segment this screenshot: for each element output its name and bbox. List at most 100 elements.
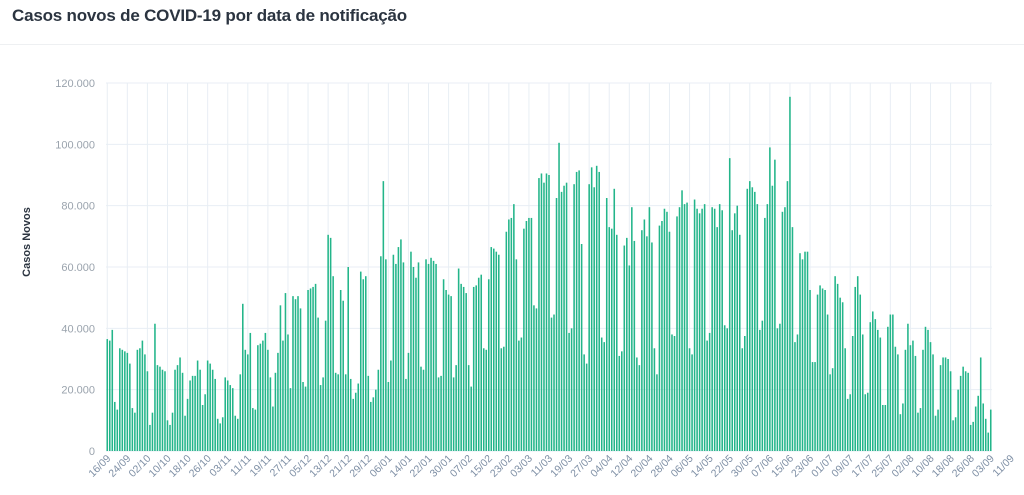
bar[interactable]: [339, 290, 342, 451]
bar[interactable]: [430, 257, 432, 451]
bar[interactable]: [277, 352, 279, 451]
bar[interactable]: [292, 296, 294, 451]
bar[interactable]: [161, 369, 164, 451]
bar[interactable]: [979, 357, 982, 451]
bar[interactable]: [688, 348, 691, 451]
bar[interactable]: [937, 409, 939, 451]
bar[interactable]: [214, 378, 216, 451]
bar[interactable]: [794, 342, 796, 451]
bar[interactable]: [656, 374, 658, 451]
bar[interactable]: [568, 332, 570, 451]
bar[interactable]: [904, 349, 907, 451]
bar[interactable]: [518, 340, 520, 451]
bar[interactable]: [636, 357, 638, 451]
bar[interactable]: [663, 208, 666, 451]
bar[interactable]: [809, 290, 811, 451]
bar[interactable]: [749, 181, 751, 451]
bar[interactable]: [977, 395, 979, 451]
bar[interactable]: [708, 332, 711, 451]
bar[interactable]: [969, 424, 972, 451]
bar[interactable]: [425, 259, 427, 451]
bar[interactable]: [319, 385, 322, 451]
bar[interactable]: [314, 283, 317, 451]
bar[interactable]: [372, 397, 375, 451]
bar[interactable]: [643, 219, 646, 451]
bar[interactable]: [131, 408, 134, 451]
bar[interactable]: [698, 213, 701, 451]
bar[interactable]: [563, 185, 565, 452]
bar[interactable]: [525, 221, 528, 451]
bar[interactable]: [580, 244, 583, 451]
bar[interactable]: [598, 171, 600, 451]
bar[interactable]: [894, 346, 897, 451]
bar[interactable]: [191, 375, 194, 451]
bar[interactable]: [623, 245, 626, 451]
bar[interactable]: [615, 234, 618, 451]
bar[interactable]: [726, 328, 728, 451]
bar[interactable]: [219, 423, 221, 451]
bar[interactable]: [573, 184, 575, 451]
bar[interactable]: [367, 375, 370, 451]
bar[interactable]: [713, 208, 716, 451]
bar[interactable]: [912, 340, 914, 451]
bar[interactable]: [262, 340, 264, 451]
bar[interactable]: [776, 328, 779, 451]
bar[interactable]: [114, 401, 116, 451]
bar[interactable]: [244, 349, 247, 451]
bar[interactable]: [407, 352, 410, 451]
bar[interactable]: [111, 329, 114, 451]
bar[interactable]: [839, 297, 841, 451]
bar[interactable]: [864, 394, 867, 451]
bar[interactable]: [821, 288, 824, 451]
bar[interactable]: [949, 371, 952, 451]
bar[interactable]: [498, 254, 500, 451]
bar[interactable]: [272, 406, 274, 451]
bar[interactable]: [814, 362, 816, 451]
bar[interactable]: [939, 365, 942, 451]
bar[interactable]: [879, 337, 882, 451]
bar[interactable]: [513, 204, 515, 451]
bar[interactable]: [731, 230, 734, 451]
bar[interactable]: [487, 279, 490, 451]
bar[interactable]: [826, 314, 829, 451]
bar[interactable]: [495, 251, 498, 451]
bar[interactable]: [779, 323, 781, 451]
bar[interactable]: [154, 323, 156, 451]
bar[interactable]: [844, 348, 846, 451]
bar[interactable]: [929, 342, 932, 451]
bar[interactable]: [380, 256, 382, 451]
bar[interactable]: [176, 365, 179, 451]
bar[interactable]: [242, 303, 244, 451]
bar[interactable]: [676, 216, 678, 451]
bar[interactable]: [194, 375, 196, 451]
bar[interactable]: [327, 234, 329, 451]
bar[interactable]: [332, 276, 334, 451]
bar[interactable]: [450, 296, 452, 451]
bar[interactable]: [944, 357, 947, 451]
bar[interactable]: [638, 365, 641, 451]
bar[interactable]: [761, 320, 764, 451]
bar[interactable]: [621, 351, 623, 451]
bar[interactable]: [149, 424, 151, 451]
bar[interactable]: [751, 187, 754, 451]
bar[interactable]: [505, 231, 508, 451]
bar[interactable]: [816, 294, 819, 451]
bar[interactable]: [385, 259, 387, 451]
bar[interactable]: [801, 259, 804, 451]
bar[interactable]: [523, 228, 525, 451]
bar[interactable]: [204, 394, 206, 451]
bar[interactable]: [618, 355, 621, 451]
bar[interactable]: [186, 398, 189, 451]
bar[interactable]: [108, 340, 111, 451]
bar[interactable]: [440, 375, 442, 451]
bar[interactable]: [533, 305, 535, 451]
bar[interactable]: [304, 386, 307, 451]
bar[interactable]: [854, 286, 856, 451]
bar[interactable]: [744, 336, 746, 451]
bar[interactable]: [887, 326, 889, 451]
bar[interactable]: [846, 398, 849, 451]
bar[interactable]: [420, 366, 422, 451]
bar[interactable]: [184, 415, 186, 451]
bar[interactable]: [917, 412, 919, 451]
bar[interactable]: [738, 234, 741, 451]
